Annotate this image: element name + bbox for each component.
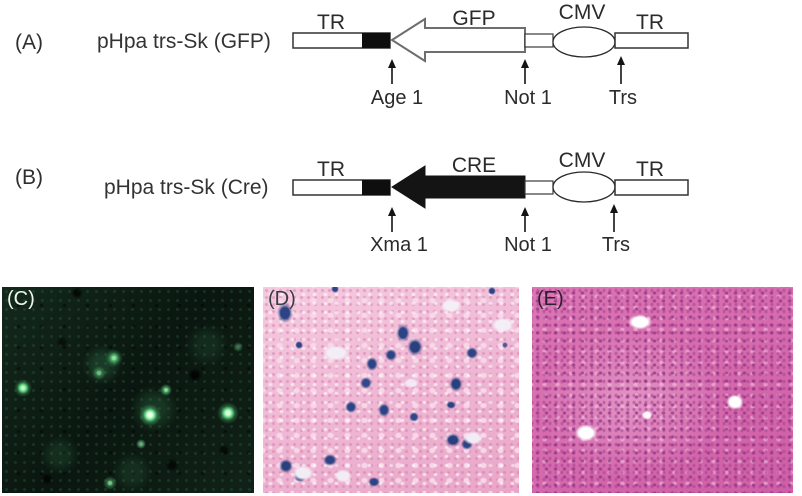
cmv-ellipse xyxy=(552,26,616,58)
linker-segment xyxy=(524,180,554,195)
construct-b-diagram: TR CRE CMV TR Xma 1 Not 1 Trs xyxy=(292,149,689,255)
promoter-label: CMV xyxy=(559,149,606,172)
linker-segment xyxy=(524,33,554,48)
tr-left-label: TR xyxy=(317,11,345,34)
site-arrow-xma1 xyxy=(388,207,396,232)
site-arrow-not1 xyxy=(521,207,529,232)
vessel-spaces-layer xyxy=(532,287,793,493)
construct-a-name: pHpa trs-Sk (GFP) xyxy=(97,30,271,53)
black-segment xyxy=(362,33,390,48)
panel-c-label: (C) xyxy=(7,288,35,310)
site-arrow-trs xyxy=(610,204,618,232)
stained-cells-layer xyxy=(263,287,519,493)
panel-d-label: (D) xyxy=(268,288,296,310)
panel-d-micrograph: (D) xyxy=(263,287,519,493)
panel-e-label: (E) xyxy=(537,288,564,310)
fluorescence-signal-layer xyxy=(2,287,254,493)
construct-a-diagram: TR GFP CMV TR Age 1 Not 1 Trs xyxy=(292,1,689,109)
panel-c-micrograph: (C) xyxy=(2,287,254,493)
gene-label: GFP xyxy=(452,7,495,30)
site-label-trs: Trs xyxy=(602,234,630,255)
site-label-age1: Age 1 xyxy=(371,87,423,109)
tr-right-label: TR xyxy=(636,11,664,34)
tr-left-label: TR xyxy=(317,158,345,181)
panel-b-letter: (B) xyxy=(15,166,43,189)
black-segment xyxy=(362,180,390,195)
promoter-label: CMV xyxy=(559,1,606,24)
site-label-not1: Not 1 xyxy=(504,87,552,109)
panel-e-micrograph: (E) xyxy=(532,287,793,493)
site-label-trs: Trs xyxy=(609,87,637,109)
panel-a-letter: (A) xyxy=(15,31,43,54)
site-arrow-not1 xyxy=(521,59,529,84)
gene-label: CRE xyxy=(452,154,496,177)
tr-bar-right xyxy=(614,32,689,49)
tr-bar-right xyxy=(614,179,689,196)
cmv-ellipse xyxy=(552,171,616,203)
site-label-not1: Not 1 xyxy=(504,234,552,255)
site-arrow-age1 xyxy=(388,59,396,84)
tr-right-label: TR xyxy=(636,158,664,181)
site-label-xma1: Xma 1 xyxy=(370,234,428,255)
construct-b-name: pHpa trs-Sk (Cre) xyxy=(104,176,269,199)
site-arrow-trs xyxy=(617,56,625,84)
